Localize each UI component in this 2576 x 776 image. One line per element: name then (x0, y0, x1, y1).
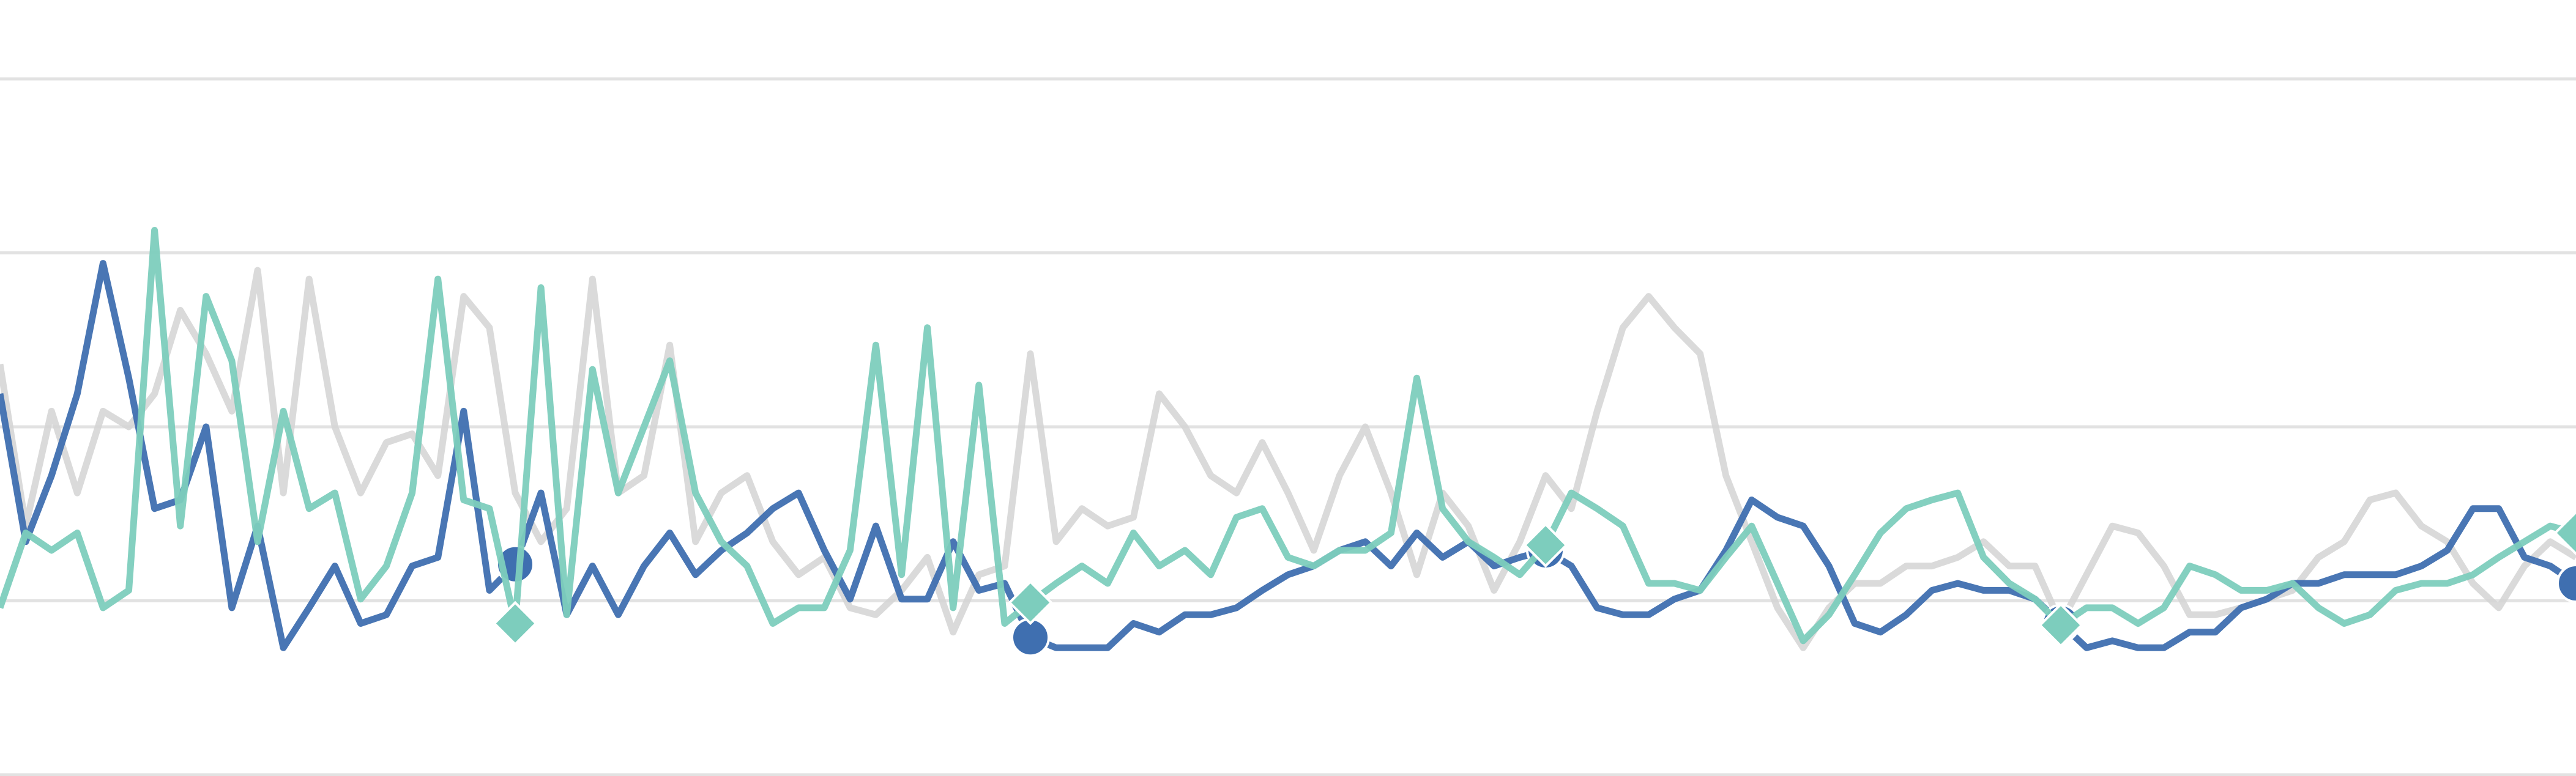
point-marker (1523, 522, 1568, 568)
point-marker (2553, 510, 2576, 556)
point-marker (1008, 580, 1053, 626)
point-marker (493, 600, 538, 646)
series-line (0, 260, 2576, 651)
point-marker (2038, 602, 2083, 648)
series-line (0, 227, 2576, 645)
series-line (0, 267, 2576, 651)
point-marker (2556, 564, 2576, 604)
